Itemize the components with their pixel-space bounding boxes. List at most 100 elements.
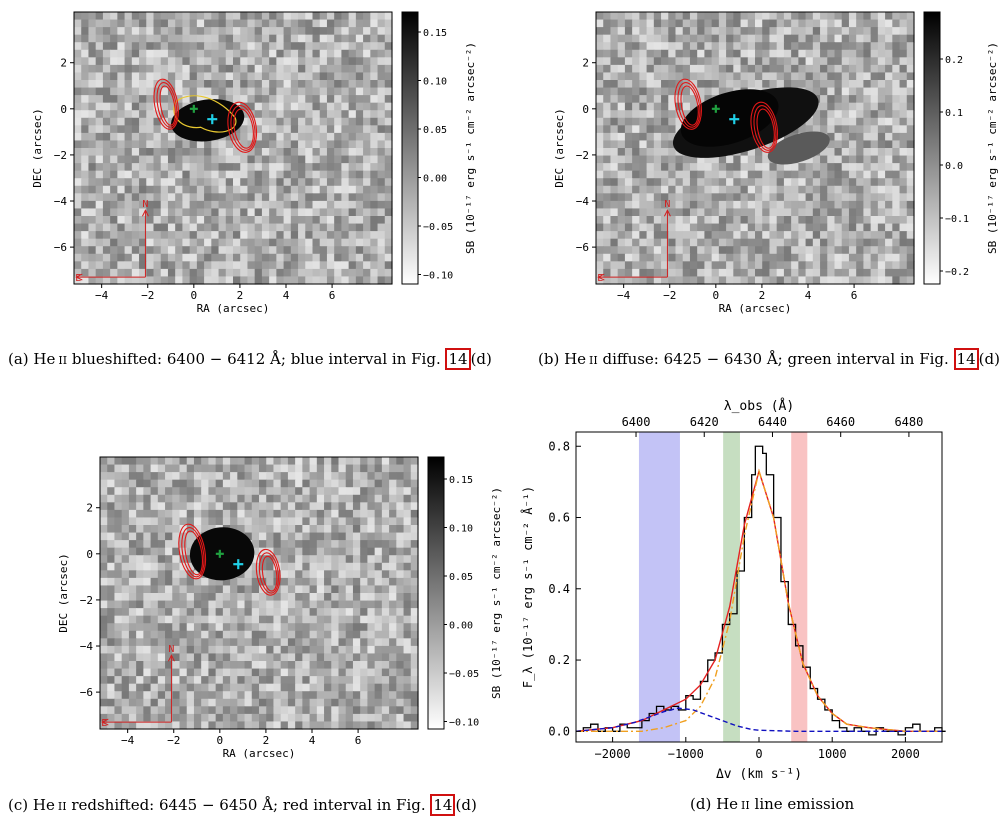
x-tick-label: 2000 (891, 747, 920, 761)
y-axis-label: DEC (arcsec) (57, 553, 70, 632)
map-frame (99, 456, 419, 730)
y-tick-label: 0.6 (548, 511, 570, 525)
caption-c: (c) He ii redshifted: 6445 − 6450 Å; red… (8, 794, 477, 816)
colorbar-tick-label: 0.00 (449, 621, 473, 632)
map-b-svg: NE−4 −2 0 2 4 620−2−4−6RA (arcsec)DEC (arcsec… (553, 11, 999, 315)
colorbar-tick-label: 0.0 (945, 161, 963, 172)
y-tick-label: −4 (54, 195, 68, 208)
y-tick-label: 0.8 (548, 439, 570, 453)
y-axis-label: DEC (arcsec) (31, 108, 44, 187)
y-tick-label: −2 (80, 594, 93, 607)
series-dashdot (576, 468, 942, 732)
top-tick-label: 6460 (826, 415, 855, 429)
compass-e-label: E (597, 273, 603, 284)
x-tick-label: 6 (329, 289, 336, 302)
caption-a: (a) He ii blueshifted: 6400 − 6412 Å; bl… (8, 348, 492, 370)
x-tick-label: −2 (167, 734, 180, 747)
compass-n-label: N (142, 199, 148, 210)
x-tick-label: 0 (191, 289, 198, 302)
red-contours (178, 523, 281, 596)
figure-ref-link[interactable]: 14 (953, 348, 979, 370)
series-step (576, 445, 946, 736)
compass-n-label: N (168, 644, 174, 655)
compass: NE (75, 199, 149, 284)
colorbar-tick-label: 0.1 (945, 108, 963, 119)
figure-ref-link[interactable]: 14 (430, 794, 456, 816)
x-axis-label: Δv (km s⁻¹) (716, 767, 802, 782)
colorbar (923, 11, 941, 285)
interval-band (791, 432, 808, 742)
y-tick-label: 2 (60, 57, 67, 70)
figure-ref-link[interactable]: 14 (445, 348, 471, 370)
colorbar-tick-label: −0.1 (945, 214, 969, 225)
top-tick-label: 6400 (622, 415, 651, 429)
series-solid (575, 468, 942, 732)
colorbar-tick-label: 0.10 (449, 524, 473, 535)
y-tick-label: 2 (582, 57, 589, 70)
colorbar-tick-label: 0.15 (449, 475, 473, 486)
series-dashed (575, 707, 942, 732)
colorbar (427, 456, 445, 730)
map-frame (73, 11, 393, 285)
y-tick-label: −2 (576, 149, 589, 162)
compass-e-label: E (75, 273, 81, 284)
colorbar-label: SB (10⁻¹⁷ erg s⁻¹ cm⁻² arcsec⁻²) (464, 42, 477, 254)
x-tick-label: 4 (805, 289, 812, 302)
colorbar-tick-label: 0.00 (423, 174, 447, 185)
x-tick-label: 2 (237, 289, 244, 302)
map-panel-a: N E −4 −2 0 2 4 6 2 0 −2 −4 −6 RA (arcsec) DEC (arcsec… (0, 0, 490, 330)
x-tick-label: 0 (713, 289, 720, 302)
colorbar-label: SB (10⁻¹⁷ erg s⁻¹ cm⁻² arcsec⁻²) (986, 42, 999, 254)
compass-e-label: E (101, 718, 107, 729)
y-tick-label: 0.4 (548, 582, 570, 596)
caption-b: (b) He ii diffuse: 6425 − 6430 Å; green … (538, 348, 1000, 370)
noise-background (596, 12, 915, 285)
x-axis-label: RA (arcsec) (719, 302, 792, 315)
y-axis-label: DEC (arcsec) (553, 108, 566, 187)
x-tick-label: 0 (755, 747, 762, 761)
x-axis-label: RA (arcsec) (197, 302, 270, 315)
red-contours (674, 78, 779, 153)
y-tick-label: −6 (576, 241, 589, 254)
x-tick-label: −4 (121, 734, 135, 747)
source-markers (189, 104, 218, 125)
x-tick-label: −4 (617, 289, 631, 302)
y-tick-label: 2 (86, 502, 93, 515)
colorbar-label: SB (10⁻¹⁷ erg s⁻¹ cm⁻² arcsec⁻²) (490, 487, 503, 699)
noise-background (74, 12, 393, 285)
top-axis-label: λ_obs (Å) (724, 398, 794, 414)
colorbar-tick-label: 0.15 (423, 28, 447, 39)
interval-band (638, 432, 680, 742)
colorbar-tick-label: 0.2 (945, 55, 963, 66)
x-tick-label: 2 (263, 734, 270, 747)
x-tick-label: 6 (851, 289, 858, 302)
colorbar-tick-label: 0.05 (449, 572, 473, 583)
x-axis-label: RA (arcsec) (223, 747, 296, 760)
colorbar (401, 11, 419, 285)
x-tick-label: 6 (355, 734, 362, 747)
colorbar-tick-label: −0.2 (945, 267, 969, 278)
source-markers (215, 549, 244, 570)
y-axis-label: F_λ (10⁻¹⁷ erg s⁻¹ cm⁻² Å⁻¹) (520, 486, 535, 688)
noise-background (100, 457, 419, 730)
y-tick-label: 0.0 (548, 724, 570, 738)
colorbar-tick-label: −0.10 (449, 718, 479, 729)
y-tick-label: −4 (576, 195, 590, 208)
x-tick-label: 4 (283, 289, 290, 302)
x-tick-label: −2 (141, 289, 154, 302)
y-tick-label: −2 (54, 149, 67, 162)
plot-frame (575, 431, 943, 743)
compass-n-label: N (664, 199, 670, 210)
map-a-svg: NE−4 −2 0 2 4 620−2−4−6RA (arcsec)DEC (arcsec… (31, 11, 477, 315)
x-tick-label: 2 (759, 289, 766, 302)
colorbar-tick-label: 0.05 (423, 125, 447, 136)
map-frame (595, 11, 915, 285)
colorbar-tick-label: −0.10 (423, 271, 453, 282)
x-tick-label: −2000 (595, 747, 631, 761)
x-tick-label: −2 (663, 289, 676, 302)
y-tick-label: −6 (54, 241, 67, 254)
y-tick-label: 0 (60, 103, 67, 116)
x-tick-label: 1000 (818, 747, 847, 761)
y-tick-label: −4 (80, 640, 94, 653)
map-panel-b: N E −4 −2 0 2 4 6 2 0 −2 −4 −6 RA (arcsec) DEC (arcsec… (522, 0, 1004, 330)
